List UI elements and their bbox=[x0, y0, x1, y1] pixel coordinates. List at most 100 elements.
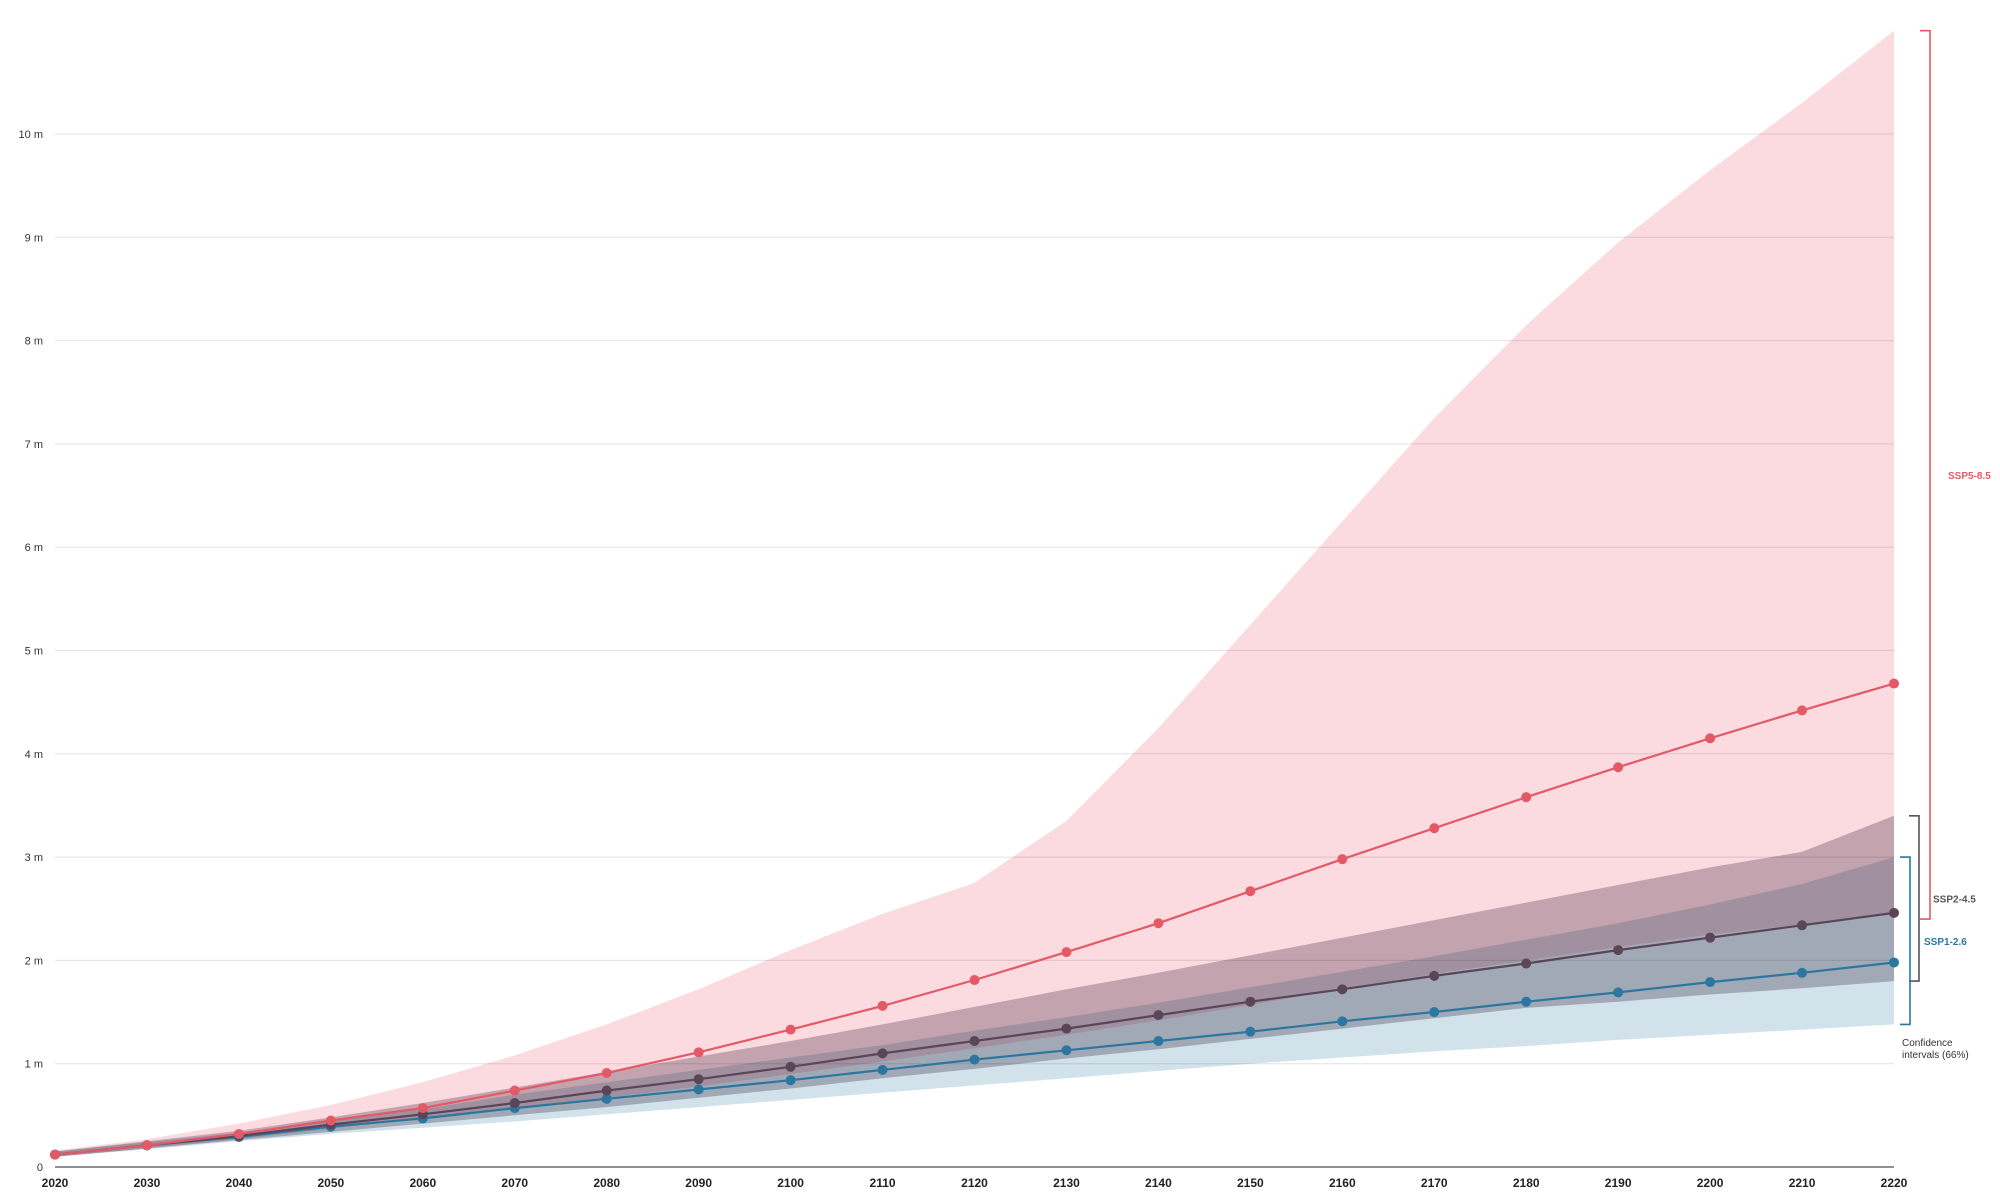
series-points bbox=[50, 678, 1899, 1160]
data-point bbox=[693, 1074, 704, 1085]
confidence-note-line-2: intervals (66%) bbox=[1902, 1050, 1969, 1061]
data-point bbox=[785, 1075, 796, 1086]
data-point bbox=[509, 1085, 520, 1096]
data-point bbox=[325, 1115, 336, 1126]
y-tick-label: 6 m bbox=[25, 542, 43, 554]
x-tick-label: 2100 bbox=[777, 1176, 804, 1190]
x-tick-label: 2080 bbox=[593, 1176, 620, 1190]
data-point bbox=[1061, 947, 1072, 958]
data-point bbox=[1245, 996, 1256, 1007]
y-tick-label: 2 m bbox=[25, 955, 43, 967]
y-tick-label: 7 m bbox=[25, 439, 43, 451]
y-tick-label: 3 m bbox=[25, 852, 43, 864]
data-point bbox=[877, 1048, 888, 1059]
data-point bbox=[1705, 733, 1716, 744]
confidence-note-line-1: Confidence bbox=[1902, 1038, 1953, 1049]
data-point bbox=[601, 1067, 612, 1078]
data-point bbox=[1889, 678, 1899, 689]
data-point bbox=[1613, 762, 1624, 773]
data-point bbox=[1613, 945, 1624, 956]
range-brackets: SSP5-8.5 SSP2-4.5 SSP1-2.6 bbox=[1900, 29, 1991, 1026]
data-point bbox=[1705, 932, 1716, 943]
data-point bbox=[1429, 1007, 1440, 1018]
data-point bbox=[1429, 823, 1440, 834]
data-point bbox=[601, 1085, 612, 1096]
data-point bbox=[1521, 958, 1532, 969]
data-point bbox=[1429, 970, 1440, 981]
data-point bbox=[1245, 886, 1256, 897]
x-tick-label: 2200 bbox=[1697, 1176, 1724, 1190]
confidence-band bbox=[55, 857, 1894, 1157]
x-tick-label: 2020 bbox=[42, 1176, 69, 1190]
x-tick-label: 2180 bbox=[1513, 1176, 1540, 1190]
x-tick-labels: 2020 2030 2040 2050 2060 2070 2080 2090 2100 2110… bbox=[42, 1176, 1908, 1190]
y-tick-labels: 0 1 m 2 m 3 m 4 m 5 m 6 m 7 m 8 m 9 m 10 m bbox=[19, 129, 43, 1174]
bracket-label: SSP5-8.5 bbox=[1948, 471, 1991, 482]
data-point bbox=[1889, 907, 1899, 918]
range-bracket bbox=[1900, 856, 1911, 1026]
y-tick-label: 0 bbox=[37, 1162, 43, 1174]
y-tick-label: 8 m bbox=[25, 336, 43, 348]
gridlines bbox=[55, 133, 1894, 1065]
x-tick-label: 2220 bbox=[1881, 1176, 1908, 1190]
data-point bbox=[1521, 792, 1532, 803]
data-point bbox=[1613, 987, 1624, 998]
data-point bbox=[1153, 1010, 1164, 1021]
data-point bbox=[509, 1097, 520, 1108]
x-tick-label: 2130 bbox=[1053, 1176, 1080, 1190]
x-tick-label: 2170 bbox=[1421, 1176, 1448, 1190]
data-point bbox=[969, 1054, 980, 1065]
data-point bbox=[1337, 984, 1348, 995]
x-tick-label: 2150 bbox=[1237, 1176, 1264, 1190]
data-point bbox=[877, 1064, 888, 1075]
data-point bbox=[1797, 967, 1808, 978]
range-bracket bbox=[1909, 814, 1920, 982]
data-point bbox=[1797, 920, 1808, 931]
data-point bbox=[1705, 977, 1716, 988]
confidence-bands bbox=[55, 30, 1894, 1157]
data-point bbox=[969, 1035, 980, 1046]
x-tick-label: 2090 bbox=[685, 1176, 712, 1190]
confidence-band bbox=[55, 30, 1894, 1157]
data-point bbox=[141, 1140, 152, 1151]
y-tick-label: 1 m bbox=[25, 1059, 43, 1071]
x-tick-label: 2120 bbox=[961, 1176, 988, 1190]
data-point bbox=[1061, 1023, 1072, 1034]
data-point bbox=[785, 1061, 796, 1072]
data-point bbox=[785, 1024, 796, 1035]
x-tick-label: 2110 bbox=[870, 1176, 896, 1190]
data-point bbox=[1521, 996, 1532, 1007]
data-point bbox=[1153, 918, 1164, 929]
range-bracket bbox=[1920, 29, 1931, 920]
x-tick-label: 2070 bbox=[501, 1176, 528, 1190]
data-point bbox=[1797, 705, 1808, 716]
data-point bbox=[1337, 1016, 1348, 1027]
x-tick-label: 2050 bbox=[317, 1176, 344, 1190]
x-tick-label: 2210 bbox=[1789, 1176, 1816, 1190]
y-tick-label: 10 m bbox=[19, 129, 43, 141]
data-point bbox=[693, 1047, 704, 1058]
bracket-label: SSP1-2.6 bbox=[1924, 937, 1967, 948]
data-point bbox=[417, 1103, 428, 1114]
data-point bbox=[1153, 1035, 1164, 1046]
data-point bbox=[969, 975, 980, 986]
data-point bbox=[50, 1149, 60, 1160]
y-tick-label: 4 m bbox=[25, 749, 43, 761]
x-tick-label: 2040 bbox=[226, 1176, 253, 1190]
x-tick-label: 2160 bbox=[1329, 1176, 1356, 1190]
x-tick-label: 2140 bbox=[1145, 1176, 1172, 1190]
data-point bbox=[1061, 1045, 1072, 1056]
data-point bbox=[1889, 957, 1899, 968]
bracket-label: SSP2-4.5 bbox=[1933, 894, 1976, 905]
data-point bbox=[1337, 854, 1348, 865]
x-tick-label: 2190 bbox=[1605, 1176, 1632, 1190]
data-point bbox=[601, 1093, 612, 1104]
x-tick-label: 2030 bbox=[134, 1176, 161, 1190]
data-point bbox=[233, 1128, 244, 1139]
y-tick-label: 9 m bbox=[25, 232, 43, 244]
data-point bbox=[693, 1084, 704, 1095]
x-tick-label: 2060 bbox=[409, 1176, 436, 1190]
data-point bbox=[1245, 1026, 1256, 1037]
data-point bbox=[877, 1000, 888, 1011]
